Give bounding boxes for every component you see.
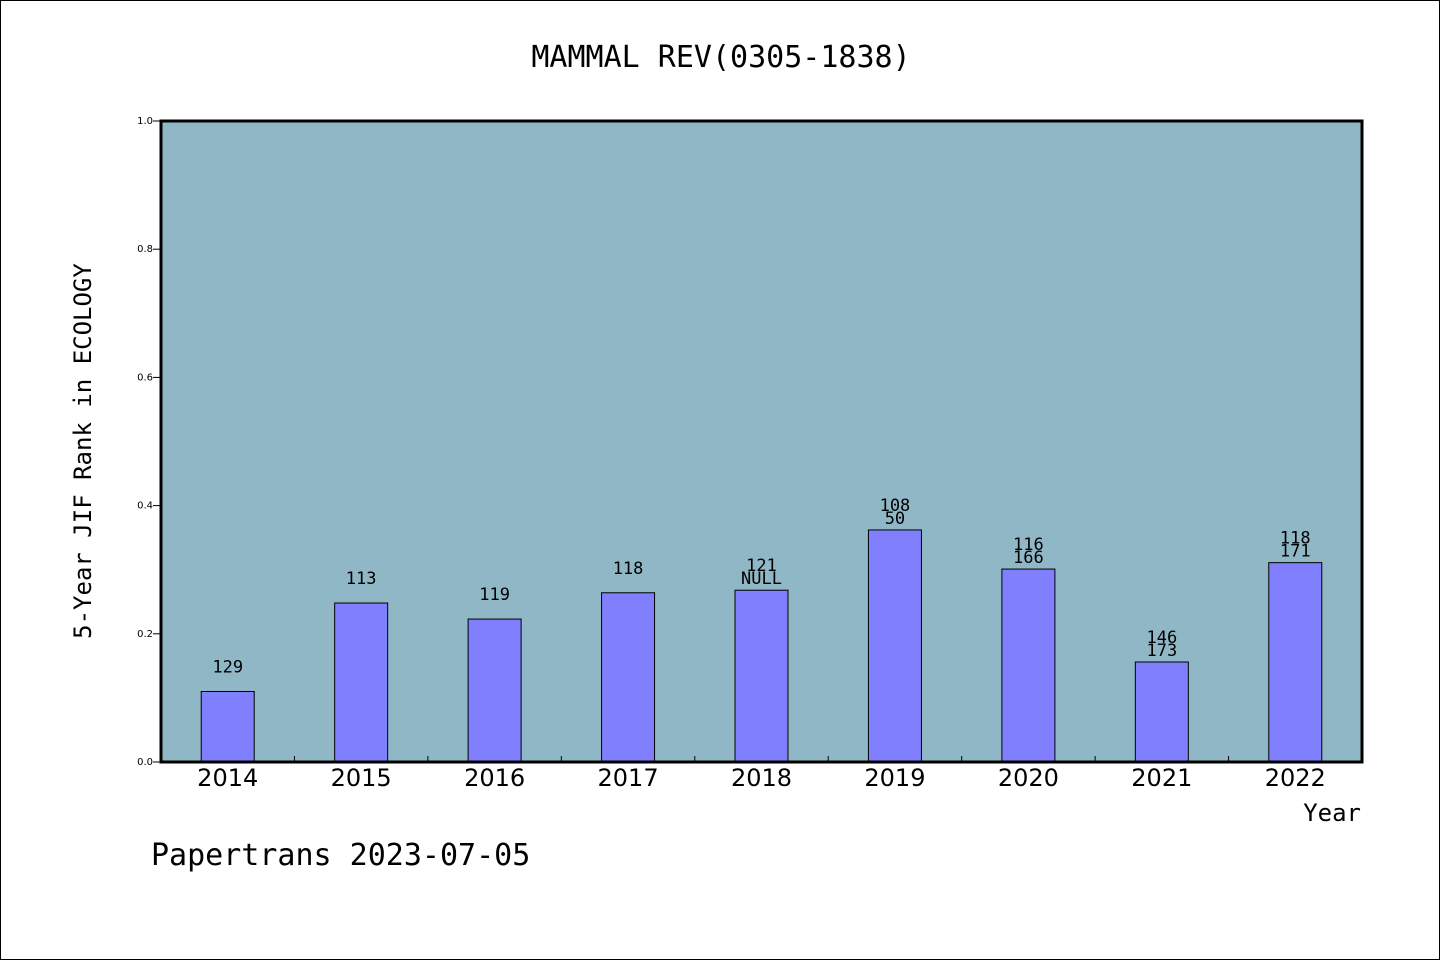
y-axis-label: 5-Year JIF Rank in ECOLOGY [69,263,97,639]
bar-label-primary: 121 [746,556,777,576]
x-tick-label: 2017 [598,764,659,792]
bar-2014 [200,690,255,763]
y-tick-label: 0.4 [137,501,153,512]
bar-label-secondary: 173 [1146,641,1177,661]
y-tick-label: 0.6 [137,372,153,383]
x-tick-label: 2020 [998,764,1059,792]
x-axis-label: Year [1303,799,1361,827]
bar-label-primary: 118 [613,559,644,579]
bar-2020 [1001,568,1056,763]
y-tick-label: 0.8 [137,244,153,255]
bar-label-primary: 118 [1280,529,1311,549]
bar-label-primary: 116 [1013,535,1044,555]
x-tick-label: 2014 [197,764,258,792]
bar-label-primary: 119 [479,585,510,605]
bar-label-primary: 108 [880,496,911,516]
bar-label-secondary: 50 [885,509,905,529]
bar-label-primary: 113 [346,569,377,589]
bar-2018 [734,589,789,763]
y-axis: 0.0 0.2 0.4 0.6 0.8 1.0 [137,116,161,768]
x-tick-label: 2018 [731,764,792,792]
footer-credit: Papertrans 2023-07-05 [151,838,530,873]
y-tick-label: 1.0 [137,116,153,127]
bar-label-primary: 129 [212,657,243,677]
x-tick-label: 2021 [1131,764,1192,792]
x-tick-label: 2015 [331,764,392,792]
bar-2022 [1268,562,1323,763]
bars-group: 129113119118NULL121501081661161731461711… [200,496,1323,763]
bar-label-secondary: NULL [741,569,782,589]
bar-label-secondary: 171 [1280,542,1311,562]
x-tick-label: 2022 [1265,764,1326,792]
chart-title: MAMMAL REV(0305-1838) [531,40,910,75]
x-tick-label: 2016 [464,764,525,792]
bar-2021 [1134,661,1189,763]
bar-label-primary: 146 [1146,628,1177,648]
y-tick-label: 0.0 [137,757,153,768]
bar-2016 [467,618,522,763]
bar-label-secondary: 166 [1013,548,1044,568]
bar-2017 [601,592,656,763]
bar-2019 [867,529,922,763]
plot-border [159,119,1364,764]
bar-2015 [334,602,389,763]
y-tick-label: 0.2 [137,629,153,640]
x-axis: 2014 2015 2016 2017 2018 2019 2020 2021 2022 [197,756,1326,792]
x-tick-label: 2019 [864,764,925,792]
